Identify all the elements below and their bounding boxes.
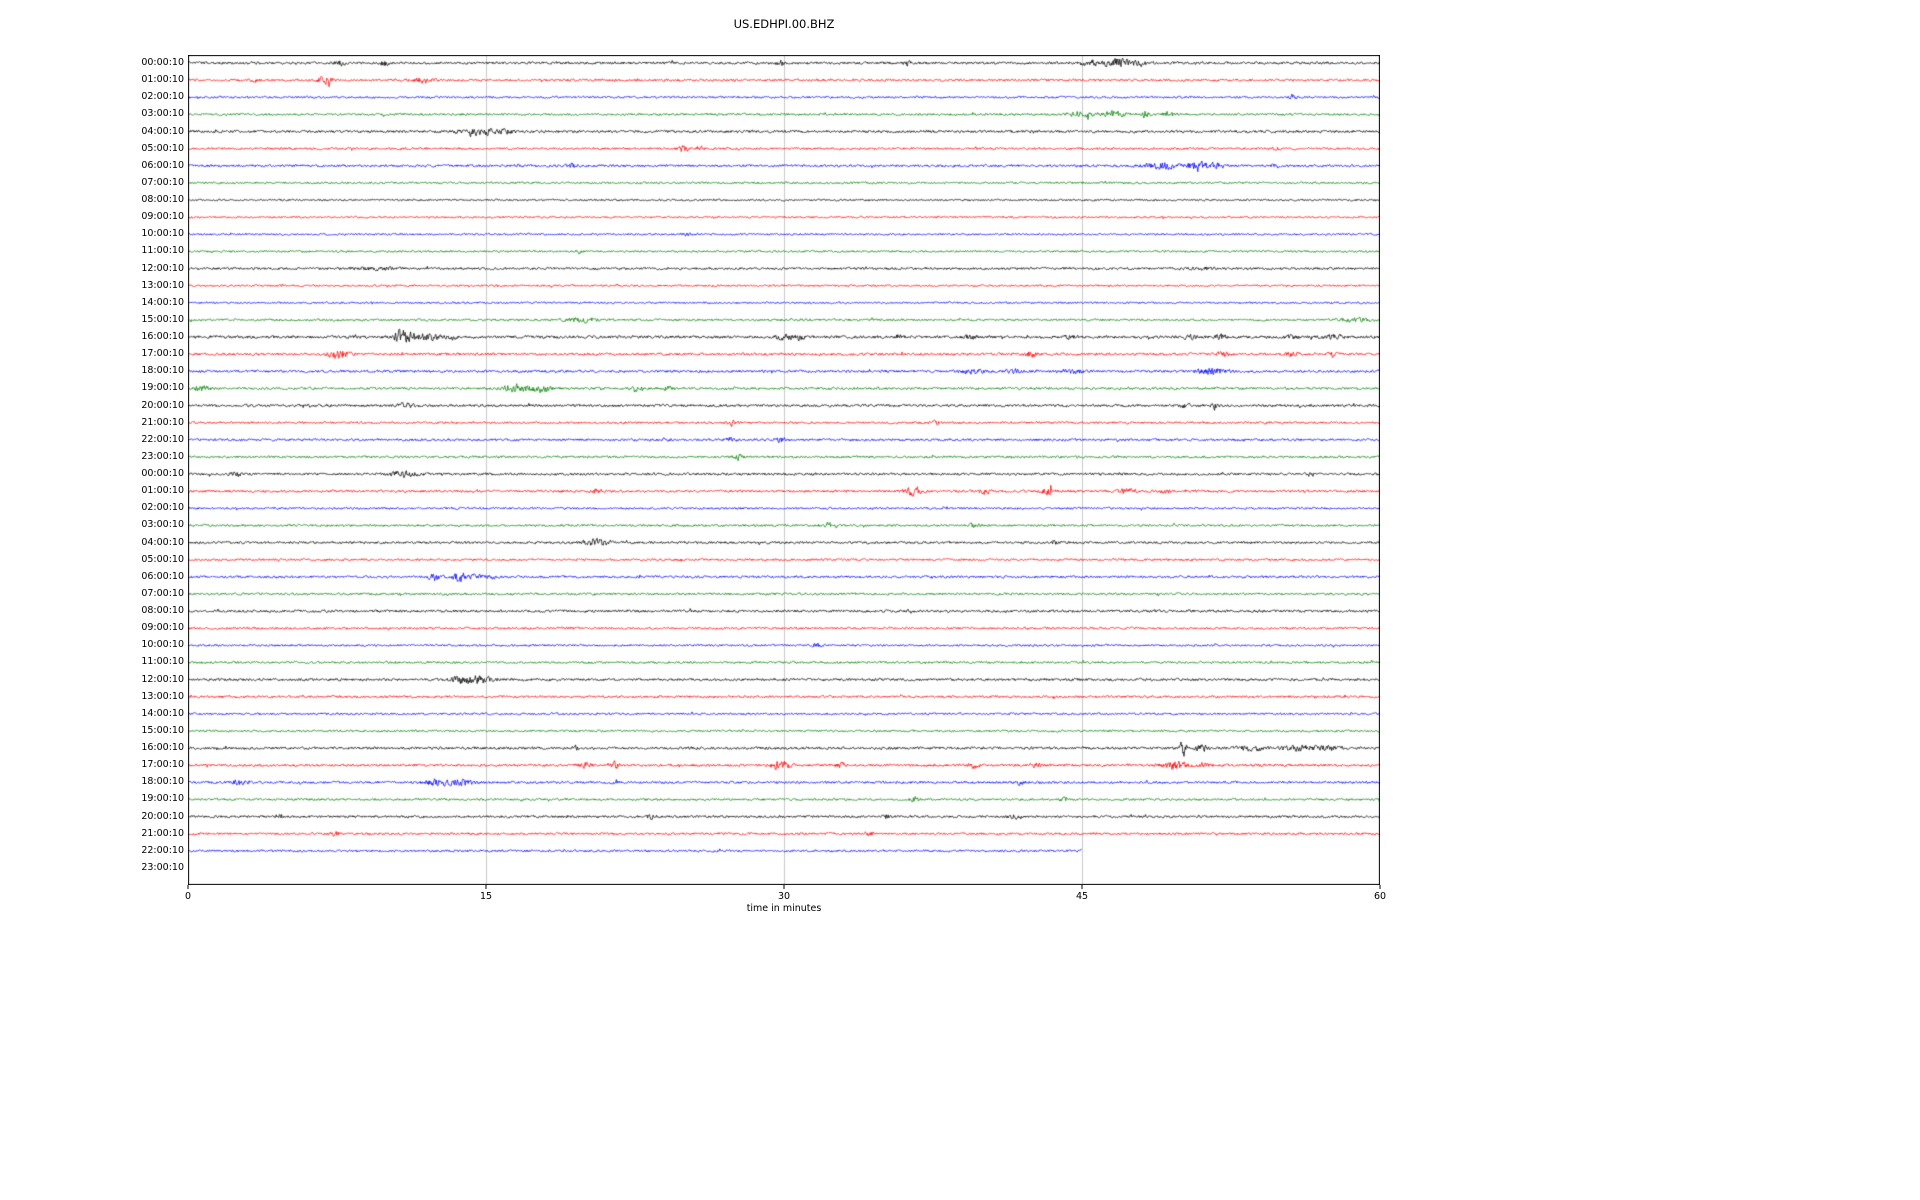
x-axis-label: time in minutes [746, 903, 822, 914]
x-tick-mark-2 [783, 885, 785, 889]
trace-label-13: 13:00:10 [141, 279, 184, 291]
trace-label-45: 21:00:10 [141, 827, 184, 839]
trace-label-9: 09:00:10 [141, 211, 184, 223]
trace-label-5: 05:00:10 [141, 142, 184, 154]
trace-label-27: 03:00:10 [141, 519, 184, 531]
trace-label-24: 00:00:10 [141, 468, 184, 480]
trace-label-15: 15:00:10 [141, 313, 184, 325]
trace-label-42: 18:00:10 [141, 776, 184, 788]
trace-label-30: 06:00:10 [141, 570, 184, 582]
x-tick-mark-3 [1081, 885, 1083, 889]
trace-label-39: 15:00:10 [141, 724, 184, 736]
trace-label-26: 02:00:10 [141, 502, 184, 514]
trace-label-7: 07:00:10 [141, 176, 184, 188]
trace-label-8: 08:00:10 [141, 194, 184, 206]
trace-label-28: 04:00:10 [141, 536, 184, 548]
trace-label-1: 01:00:10 [141, 74, 184, 86]
x-tick-label-4: 60 [1373, 891, 1387, 902]
x-tick-label-0: 0 [184, 891, 192, 902]
trace-label-6: 06:00:10 [141, 159, 184, 171]
trace-label-3: 03:00:10 [141, 108, 184, 120]
trace-label-0: 00:00:10 [141, 57, 184, 68]
trace-label-23: 23:00:10 [141, 450, 184, 462]
trace-label-31: 07:00:10 [141, 587, 184, 599]
trace-label-14: 14:00:10 [141, 296, 184, 308]
trace-label-12: 12:00:10 [141, 262, 184, 274]
trace-label-33: 09:00:10 [141, 622, 184, 634]
trace-label-34: 10:00:10 [141, 639, 184, 651]
trace-label-18: 18:00:10 [141, 365, 184, 377]
trace-label-21: 21:00:10 [141, 416, 184, 428]
x-tick-mark-1 [485, 885, 487, 889]
trace-label-38: 14:00:10 [141, 707, 184, 719]
x-tick-label-2: 30 [777, 891, 791, 902]
trace-label-16: 16:00:10 [141, 331, 184, 343]
trace-label-36: 12:00:10 [141, 673, 184, 685]
trace-label-19: 19:00:10 [141, 382, 184, 394]
trace-label-32: 08:00:10 [141, 605, 184, 617]
trace-label-29: 05:00:10 [141, 553, 184, 565]
x-tick-mark-0 [187, 885, 189, 889]
trace-label-47: 23:00:10 [141, 862, 184, 873]
trace-label-37: 13:00:10 [141, 690, 184, 702]
trace-label-2: 02:00:10 [141, 91, 184, 103]
trace-label-25: 01:00:10 [141, 485, 184, 497]
trace-label-22: 22:00:10 [141, 433, 184, 445]
trace-label-17: 17:00:10 [141, 348, 184, 360]
trace-label-41: 17:00:10 [141, 759, 184, 771]
trace-label-44: 20:00:10 [141, 810, 184, 822]
plot-area [188, 55, 1380, 885]
trace-label-4: 04:00:10 [141, 125, 184, 137]
x-tick-label-3: 45 [1075, 891, 1089, 902]
trace-label-43: 19:00:10 [141, 793, 184, 805]
trace-label-10: 10:00:10 [141, 228, 184, 240]
trace-label-20: 20:00:10 [141, 399, 184, 411]
trace-label-46: 22:00:10 [141, 844, 184, 856]
x-tick-label-1: 15 [479, 891, 493, 902]
trace-label-11: 11:00:10 [141, 245, 184, 257]
trace-label-35: 11:00:10 [141, 656, 184, 668]
chart-title: US.EDHPI.00.BHZ [733, 17, 835, 31]
x-tick-mark-4 [1379, 885, 1381, 889]
seismogram-canvas [188, 55, 1380, 885]
trace-label-40: 16:00:10 [141, 742, 184, 754]
